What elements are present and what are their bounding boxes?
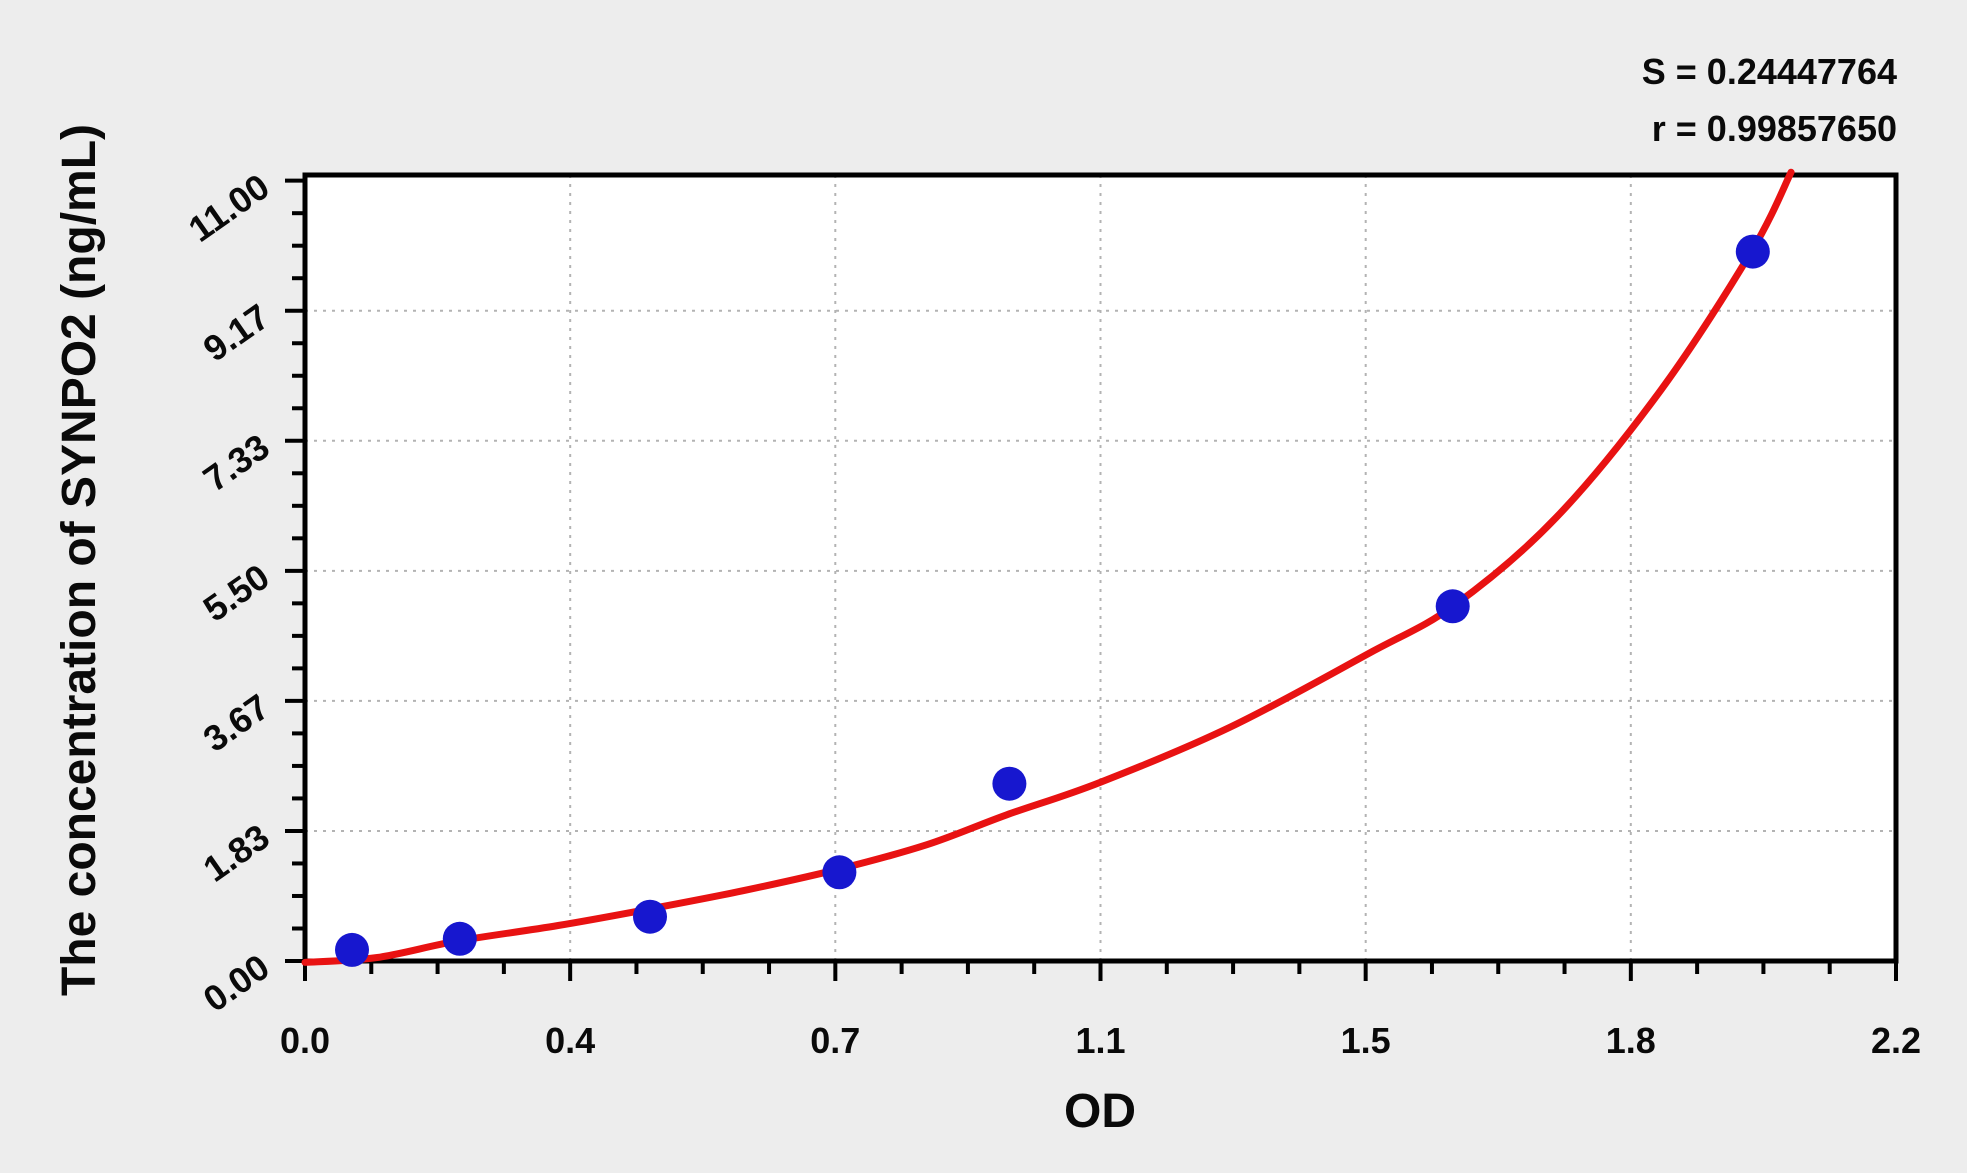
x-tick-label: 0.0 (280, 1020, 330, 1061)
stats-r-value: r = 0.99857650 (1652, 108, 1897, 149)
x-tick-label: 1.8 (1606, 1020, 1656, 1061)
y-tick-label: 3.67 (196, 686, 277, 760)
x-tick-label: 0.4 (545, 1020, 595, 1061)
data-point (335, 932, 369, 967)
data-point (633, 899, 667, 934)
x-tick-label: 1.1 (1075, 1020, 1125, 1061)
data-point (1435, 589, 1470, 624)
y-tick-label: 11.00 (181, 166, 277, 250)
fit-curve (301, 168, 1795, 966)
x-tick-label: 0.7 (810, 1020, 860, 1061)
plot-layer: 0.0 0.4 0.7 1.1 1.5 1.8 2.2 0.00 1.83 3.67 5.50 7.3… (181, 166, 1921, 1061)
x-axis-title: OD (1064, 1085, 1136, 1138)
data-point (442, 921, 477, 956)
x-tick-label: 1.5 (1341, 1020, 1391, 1061)
stats-s-value: S = 0.24447764 (1642, 51, 1897, 92)
y-tick-label: 0.00 (196, 946, 277, 1020)
y-tick-label: 1.83 (196, 816, 277, 890)
data-point (822, 855, 857, 890)
y-tick-label: 7.33 (196, 426, 277, 500)
data-point (1735, 234, 1770, 269)
y-tick-label: 5.50 (196, 556, 277, 630)
data-point (992, 766, 1027, 801)
y-axis-title: The concentration of SYNPO2 (ng/mL) (53, 124, 106, 996)
x-tick-label: 2.2 (1871, 1020, 1921, 1061)
y-tick-label: 9.17 (196, 296, 277, 370)
